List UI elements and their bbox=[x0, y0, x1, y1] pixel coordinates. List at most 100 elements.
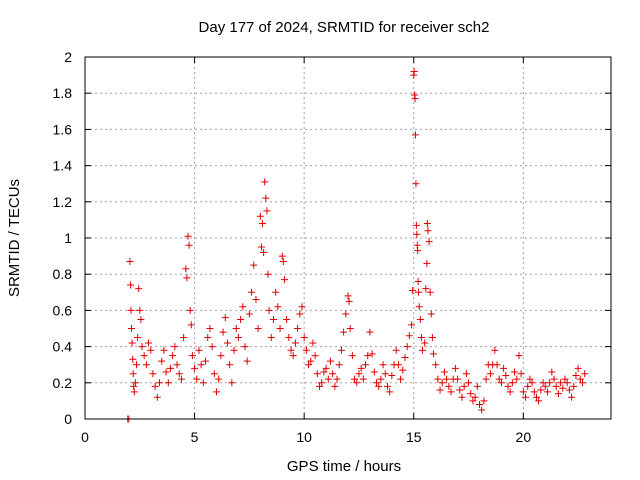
x-tick-label: 5 bbox=[191, 429, 199, 445]
y-tick-labels: 0 0.2 0.4 0.6 0.8 1 1.2 1.4 1.6 1.8 2 bbox=[53, 49, 73, 427]
data-point bbox=[552, 382, 560, 390]
x-axis-title: GPS time / hours bbox=[287, 458, 401, 475]
data-point bbox=[206, 325, 214, 332]
data-point bbox=[335, 361, 343, 369]
data-point bbox=[183, 274, 191, 282]
y-tick-label: 0.4 bbox=[53, 339, 73, 355]
data-point bbox=[421, 339, 429, 347]
data-point bbox=[423, 259, 431, 267]
data-point bbox=[274, 303, 282, 311]
data-point bbox=[399, 366, 407, 374]
data-point bbox=[186, 306, 194, 314]
data-point bbox=[415, 303, 423, 311]
data-point bbox=[307, 357, 315, 365]
data-point bbox=[486, 370, 494, 378]
data-point bbox=[425, 238, 433, 246]
data-point bbox=[260, 248, 268, 256]
data-point bbox=[451, 364, 459, 372]
data-points bbox=[124, 67, 589, 423]
data-point bbox=[502, 372, 510, 380]
x-tick-label: 20 bbox=[516, 429, 532, 445]
data-point bbox=[285, 334, 293, 342]
data-point bbox=[422, 285, 430, 293]
data-point bbox=[278, 252, 286, 260]
data-point bbox=[348, 352, 356, 360]
data-point bbox=[403, 343, 411, 351]
data-point bbox=[215, 375, 223, 383]
data-point bbox=[537, 386, 545, 394]
x-tick-labels: 0 5 10 15 20 bbox=[81, 429, 531, 445]
data-point bbox=[462, 370, 470, 378]
data-point bbox=[541, 382, 549, 390]
data-point bbox=[434, 375, 442, 383]
data-point bbox=[383, 382, 391, 390]
data-point bbox=[388, 372, 396, 380]
y-tick-label: 0.6 bbox=[53, 302, 73, 318]
data-point bbox=[245, 310, 253, 318]
data-point bbox=[375, 382, 383, 390]
data-point bbox=[473, 382, 481, 390]
data-point bbox=[546, 379, 554, 387]
data-point bbox=[469, 397, 477, 405]
data-point bbox=[576, 375, 584, 383]
data-point bbox=[219, 328, 227, 336]
data-point bbox=[401, 353, 409, 361]
data-point bbox=[164, 379, 172, 387]
data-point bbox=[454, 375, 462, 383]
data-point bbox=[294, 325, 302, 332]
data-point bbox=[337, 346, 345, 354]
data-point bbox=[568, 393, 576, 401]
data-point bbox=[513, 375, 521, 383]
data-point bbox=[423, 220, 431, 228]
data-point bbox=[517, 370, 525, 378]
data-point bbox=[131, 379, 139, 387]
data-point bbox=[381, 370, 389, 378]
chart-title: Day 177 of 2024, SRMTID for receiver sch… bbox=[199, 19, 490, 36]
data-point bbox=[311, 352, 319, 360]
data-point bbox=[250, 261, 258, 269]
data-point bbox=[291, 339, 299, 347]
data-point bbox=[333, 375, 341, 383]
data-point bbox=[415, 288, 423, 296]
data-point bbox=[298, 303, 306, 311]
data-point bbox=[137, 315, 145, 323]
data-point bbox=[563, 379, 571, 387]
data-point bbox=[500, 364, 508, 372]
data-point bbox=[429, 350, 437, 358]
x-tick-label: 0 bbox=[81, 429, 89, 445]
data-point bbox=[145, 339, 153, 347]
data-point bbox=[377, 375, 385, 383]
data-point bbox=[166, 364, 174, 372]
data-point bbox=[412, 180, 420, 188]
data-point bbox=[210, 370, 218, 378]
data-point bbox=[158, 357, 166, 365]
data-point bbox=[405, 332, 413, 340]
data-point bbox=[263, 207, 271, 215]
data-point bbox=[417, 334, 425, 342]
data-point bbox=[130, 388, 138, 396]
data-point bbox=[289, 352, 297, 360]
data-point bbox=[204, 334, 212, 342]
data-point bbox=[397, 375, 405, 383]
y-tick-label: 0 bbox=[64, 411, 72, 427]
data-point bbox=[482, 375, 490, 383]
data-point bbox=[480, 397, 488, 405]
data-point bbox=[530, 388, 538, 396]
data-point bbox=[427, 310, 435, 318]
data-point bbox=[344, 292, 352, 300]
data-point bbox=[309, 339, 317, 347]
data-point bbox=[185, 241, 193, 249]
data-point bbox=[471, 393, 479, 401]
data-point bbox=[269, 315, 277, 323]
data-point bbox=[355, 370, 363, 378]
data-point bbox=[412, 221, 420, 229]
data-point bbox=[340, 328, 348, 336]
y-tick-label: 1.2 bbox=[53, 194, 73, 210]
data-point bbox=[140, 352, 148, 360]
data-point bbox=[351, 375, 359, 383]
data-point bbox=[138, 343, 146, 351]
data-point bbox=[522, 393, 530, 401]
data-point bbox=[526, 375, 534, 383]
data-point bbox=[264, 270, 272, 278]
data-point bbox=[162, 368, 170, 376]
